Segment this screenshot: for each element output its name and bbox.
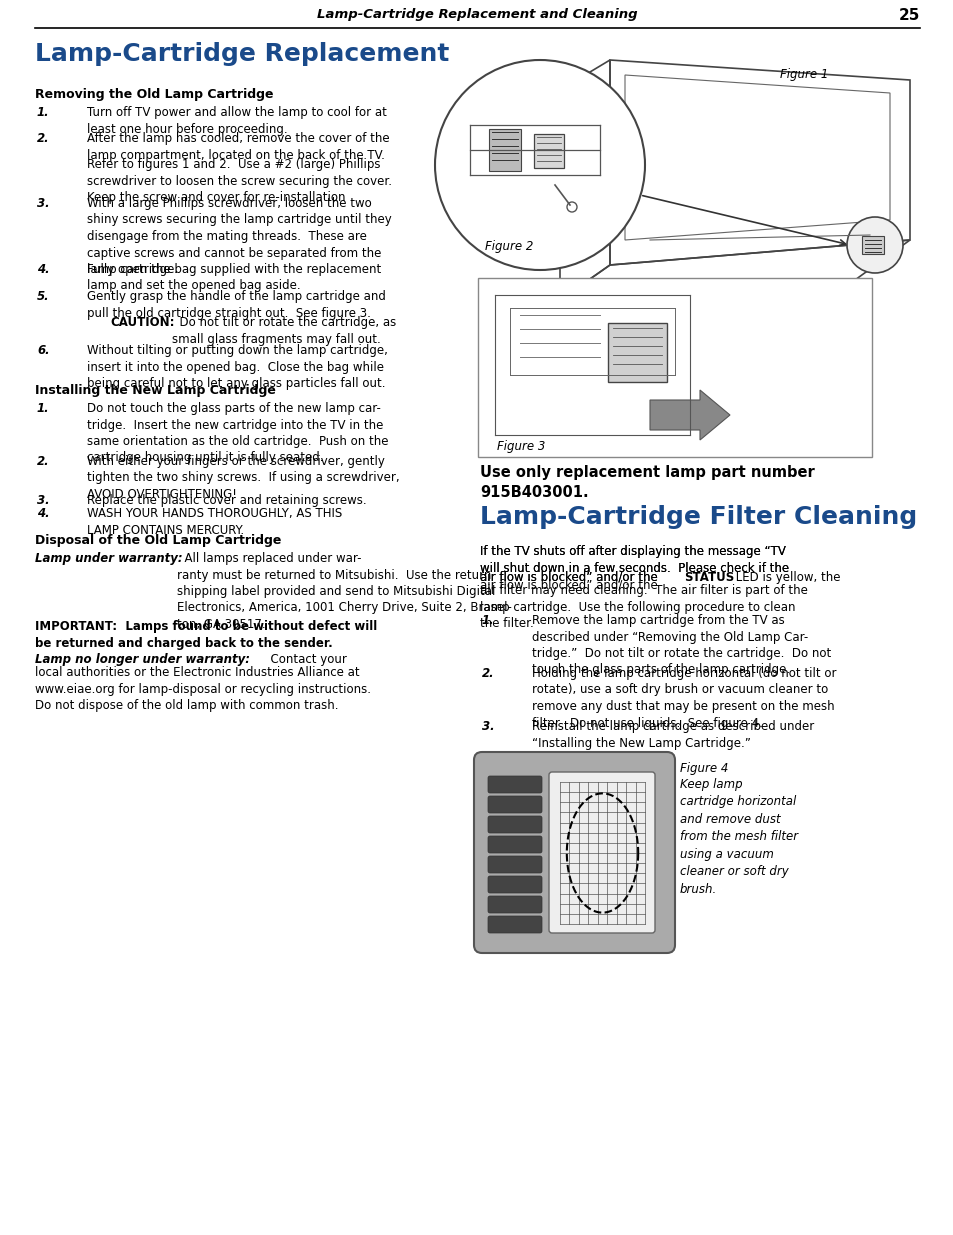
Text: Refer to figures 1 and 2.  Use a #2 (large) Phillips
screwdriver to loosen the s: Refer to figures 1 and 2. Use a #2 (larg…: [87, 158, 392, 204]
Text: Figure 1: Figure 1: [780, 68, 827, 82]
FancyBboxPatch shape: [534, 135, 563, 168]
Text: 1.: 1.: [37, 403, 50, 415]
Text: Figure 3: Figure 3: [497, 440, 545, 453]
Text: Removing the Old Lamp Cartridge: Removing the Old Lamp Cartridge: [35, 88, 274, 101]
Text: 6.: 6.: [37, 345, 50, 357]
FancyBboxPatch shape: [489, 128, 520, 170]
Text: air filter may need cleaning.  The air filter is part of the
lamp cartridge.  Us: air filter may need cleaning. The air fi…: [479, 584, 807, 630]
FancyBboxPatch shape: [477, 278, 871, 457]
FancyBboxPatch shape: [488, 856, 541, 873]
Text: Remove the lamp cartridge from the TV as
described under “Removing the Old Lamp : Remove the lamp cartridge from the TV as…: [532, 614, 830, 677]
Text: Use only replacement lamp part number
915B403001.: Use only replacement lamp part number 91…: [479, 466, 814, 500]
FancyBboxPatch shape: [607, 324, 666, 382]
Text: If the TV shuts off after displaying the message “TV
will shut down in a few sec: If the TV shuts off after displaying the…: [479, 545, 788, 574]
FancyBboxPatch shape: [488, 776, 541, 793]
Text: local authorities or the Electronic Industries Alliance at
www.eiae.org for lamp: local authorities or the Electronic Indu…: [35, 666, 371, 713]
Text: Installing the New Lamp Cartridge: Installing the New Lamp Cartridge: [35, 384, 275, 396]
Text: CAUTION:: CAUTION:: [110, 316, 174, 329]
Text: 2.: 2.: [37, 132, 50, 144]
FancyBboxPatch shape: [488, 836, 541, 853]
FancyBboxPatch shape: [488, 876, 541, 893]
Text: All lamps replaced under war-
ranty must be returned to Mitsubishi.  Use the ret: All lamps replaced under war- ranty must…: [177, 552, 512, 631]
Text: IMPORTANT:  Lamps found to be without defect will
be returned and charged back t: IMPORTANT: Lamps found to be without def…: [35, 620, 376, 650]
Text: 2.: 2.: [37, 454, 50, 468]
Text: Turn off TV power and allow the lamp to cool for at
least one hour before procee: Turn off TV power and allow the lamp to …: [87, 106, 387, 136]
Text: Lamp no longer under warranty:: Lamp no longer under warranty:: [35, 653, 250, 666]
Text: Disposal of the Old Lamp Cartridge: Disposal of the Old Lamp Cartridge: [35, 534, 281, 547]
Circle shape: [435, 61, 644, 270]
FancyBboxPatch shape: [862, 236, 883, 254]
FancyBboxPatch shape: [474, 752, 675, 953]
Polygon shape: [649, 390, 729, 440]
Text: air flow is blocked” and/or the: air flow is blocked” and/or the: [479, 571, 660, 584]
Text: Contact your: Contact your: [263, 653, 347, 666]
Text: WASH YOUR HANDS THOROUGHLY, AS THIS
LAMP CONTAINS MERCURY.: WASH YOUR HANDS THOROUGHLY, AS THIS LAMP…: [87, 508, 342, 536]
Circle shape: [846, 217, 902, 273]
FancyBboxPatch shape: [488, 797, 541, 813]
Text: Lamp-Cartridge Filter Cleaning: Lamp-Cartridge Filter Cleaning: [479, 505, 916, 529]
Text: Replace the plastic cover and retaining screws.: Replace the plastic cover and retaining …: [87, 494, 366, 508]
FancyBboxPatch shape: [488, 916, 541, 932]
Circle shape: [566, 203, 577, 212]
Text: 1.: 1.: [37, 106, 50, 119]
Text: 3.: 3.: [37, 198, 50, 210]
Text: 1.: 1.: [481, 614, 494, 627]
Text: 4.: 4.: [37, 508, 50, 520]
Text: 25: 25: [898, 7, 919, 23]
Text: After the lamp has cooled, remove the cover of the
lamp compartment, located on : After the lamp has cooled, remove the co…: [87, 132, 389, 162]
Text: Gently grasp the handle of the lamp cartridge and
pull the old cartridge straigh: Gently grasp the handle of the lamp cart…: [87, 290, 385, 320]
Text: Fully open the bag supplied with the replacement
lamp and set the opened bag asi: Fully open the bag supplied with the rep…: [87, 263, 381, 293]
Text: 3.: 3.: [481, 720, 494, 734]
Text: Reinstall the lamp cartridge as described under
“Installing the New Lamp Cartrid: Reinstall the lamp cartridge as describe…: [532, 720, 814, 750]
Text: 3.: 3.: [37, 494, 50, 508]
Text: Do not tilt or rotate the cartridge, as
small glass fragments may fall out.: Do not tilt or rotate the cartridge, as …: [172, 316, 395, 346]
Text: 2.: 2.: [481, 667, 494, 680]
Text: Do not touch the glass parts of the new lamp car-
tridge.  Insert the new cartri: Do not touch the glass parts of the new …: [87, 403, 388, 464]
Text: With a large Phillips screwdriver, loosen the two
shiny screws securing the lamp: With a large Phillips screwdriver, loose…: [87, 198, 392, 275]
Text: Lamp under warranty:: Lamp under warranty:: [35, 552, 182, 564]
Text: Without tilting or putting down the lamp cartridge,
insert it into the opened ba: Without tilting or putting down the lamp…: [87, 345, 388, 390]
Text: If the TV shuts off after displaying the message “TV
will shut down in a few sec: If the TV shuts off after displaying the…: [479, 545, 788, 592]
Text: 5.: 5.: [37, 290, 50, 303]
FancyBboxPatch shape: [488, 897, 541, 913]
Text: air flow is blocked” and/or the: air flow is blocked” and/or the: [479, 571, 660, 584]
FancyBboxPatch shape: [548, 772, 655, 932]
Text: Keep lamp
cartridge horizontal
and remove dust
from the mesh filter
using a vacu: Keep lamp cartridge horizontal and remov…: [679, 778, 798, 897]
Text: STATUS: STATUS: [683, 571, 734, 584]
Text: Lamp-Cartridge Replacement: Lamp-Cartridge Replacement: [35, 42, 449, 65]
Text: Holding the lamp cartridge horizontal (do not tilt or
rotate), use a soft dry br: Holding the lamp cartridge horizontal (d…: [532, 667, 836, 730]
Text: 4.: 4.: [37, 263, 50, 275]
Text: Figure 2: Figure 2: [484, 240, 533, 253]
Text: LED is yellow, the: LED is yellow, the: [731, 571, 840, 584]
Text: Figure 4: Figure 4: [679, 762, 727, 776]
FancyBboxPatch shape: [488, 816, 541, 832]
Text: With either your fingers or the screwdriver, gently
tighten the two shiny screws: With either your fingers or the screwdri…: [87, 454, 399, 501]
Text: Lamp-Cartridge Replacement and Cleaning: Lamp-Cartridge Replacement and Cleaning: [316, 7, 637, 21]
